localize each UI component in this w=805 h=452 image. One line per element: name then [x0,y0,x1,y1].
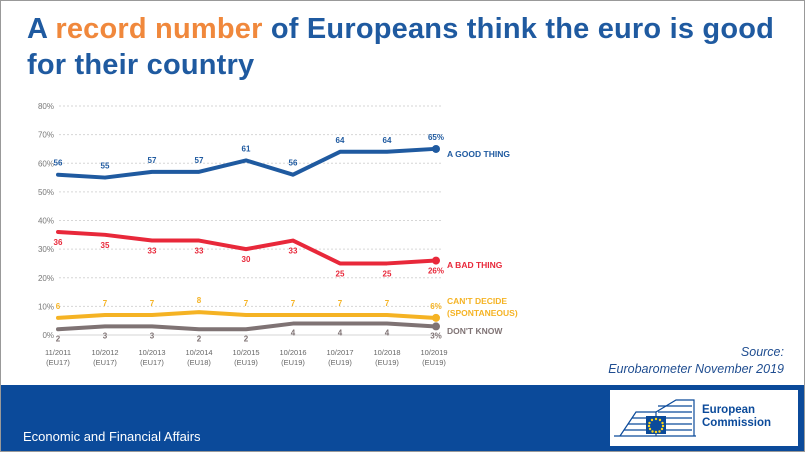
data-label-good: 57 [195,156,204,165]
data-label-bad: 25 [336,269,345,278]
data-label-cant_decide: 7 [103,299,108,308]
page-title: A record number of Europeans think the e… [27,11,804,83]
x-tick-label: 10/2013 [138,348,165,357]
y-tick-label: 0% [42,331,54,340]
data-label-good: 57 [148,156,157,165]
y-tick-label: 50% [38,188,54,197]
data-label-bad: 25 [383,269,392,278]
series-end-marker-good [432,144,440,153]
line-chart: 0%10%20%30%40%50%60%70%80%11/2011(EU17)1… [38,102,518,367]
data-label-cant_decide: 7 [385,299,390,308]
x-tick-sublabel: (EU18) [187,358,211,367]
berlaymont-building-icon [614,399,696,437]
data-label-cant_decide: 7 [291,299,296,308]
data-label-dont_know: 3 [103,331,108,340]
data-label-good: 65% [428,133,444,142]
data-label-cant_decide: 8 [197,296,202,305]
y-tick-label: 80% [38,102,54,111]
european-commission-wordmark: European Commission [702,404,771,430]
legend-label-good: A GOOD THING [447,149,510,159]
data-label-cant_decide: 6% [430,302,442,311]
legend-label-cant_decide: CAN'T DECIDE [447,296,507,306]
x-tick-sublabel: (EU19) [375,358,399,367]
legend-label-bad: A BAD THING [447,260,503,270]
data-label-good: 64 [336,136,345,145]
data-label-cant_decide: 7 [338,299,343,308]
title-highlight: record number [55,13,263,45]
x-tick-label: 10/2019 [420,348,447,357]
x-tick-label: 10/2015 [232,348,259,357]
footer-bar: Economic and Financial Affairs [1,385,804,451]
y-tick-label: 10% [38,302,54,311]
x-tick-sublabel: (EU19) [422,358,446,367]
y-tick-label: 70% [38,131,54,140]
series-line-cant_decide [56,310,436,320]
x-tick-sublabel: (EU17) [140,358,164,367]
data-label-dont_know: 3 [150,331,155,340]
series-end-marker-dont_know [432,322,440,331]
footer-department: Economic and Financial Affairs [23,429,201,444]
data-label-good: 55 [101,162,110,171]
data-label-cant_decide: 6 [56,302,61,311]
source-label: Source: [740,345,784,359]
y-tick-label: 40% [38,217,54,226]
x-tick-sublabel: (EU19) [328,358,352,367]
data-label-good: 61 [242,144,251,153]
eu-stars-icon [647,417,665,434]
data-label-bad: 35 [101,241,110,250]
series-end-marker-bad [432,256,440,265]
data-label-bad: 33 [195,247,204,256]
data-label-dont_know: 4 [291,329,296,338]
x-tick-label: 10/2012 [91,348,118,357]
data-label-dont_know: 2 [244,334,249,343]
logo-line-1: European [702,404,756,416]
legend-label-dont_know: DON'T KNOW [447,326,503,336]
x-tick-label: 10/2016 [279,348,306,357]
data-label-dont_know: 4 [338,329,343,338]
series-end-marker-cant_decide [432,313,440,322]
x-tick-label: 10/2017 [326,348,353,357]
logo-line-2: Commission [702,417,772,429]
series-line-dont_know [56,321,436,332]
data-label-good: 56 [54,159,63,168]
x-tick-label: 10/2014 [185,348,212,357]
x-tick-label: 10/2018 [373,348,400,357]
data-label-bad: 36 [54,238,63,247]
x-tick-sublabel: (EU17) [93,358,117,367]
title-prefix: A [27,13,56,45]
data-label-cant_decide: 7 [150,299,155,308]
x-tick-sublabel: (EU19) [234,358,258,367]
data-label-bad: 30 [242,255,251,264]
series-line-good [56,146,436,180]
data-label-good: 56 [289,159,298,168]
x-tick-sublabel: (EU19) [281,358,305,367]
data-label-dont_know: 2 [197,334,202,343]
series-line-bad [56,229,436,266]
source-note: Source: Eurobarometer November 2019 [608,344,784,378]
data-label-good: 64 [383,136,392,145]
data-label-bad: 33 [289,247,298,256]
x-tick-label: 11/2011 [45,348,71,357]
y-tick-label: 20% [38,274,54,283]
data-label-dont_know: 4 [385,329,390,338]
y-tick-label: 30% [38,245,54,254]
source-name: Eurobarometer November 2019 [608,362,784,376]
data-label-cant_decide: 7 [244,299,249,308]
data-label-dont_know: 2 [56,334,61,343]
legend-label-cant_decide: (SPONTANEOUS) [447,308,518,318]
data-label-bad: 33 [148,247,157,256]
x-tick-sublabel: (EU17) [46,358,70,367]
data-label-dont_know: 3% [430,331,442,340]
y-tick-label: 60% [38,159,54,168]
european-commission-logo: European Commission [610,390,798,446]
title-suffix: of Europeans think the euro is good for … [27,13,775,81]
data-label-bad: 26% [428,267,444,276]
